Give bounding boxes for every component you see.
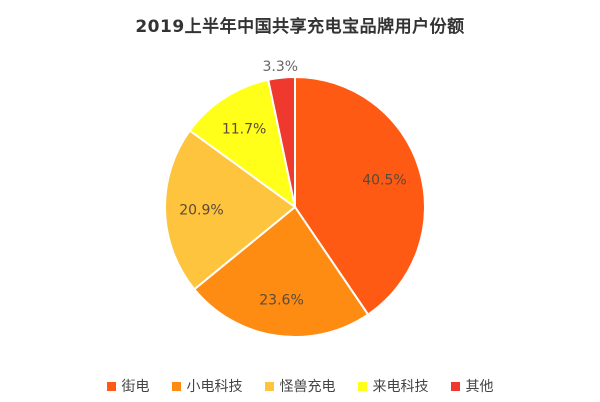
legend-item-guaishou[interactable]: 怪兽充电 xyxy=(264,376,336,396)
legend-label: 来电科技 xyxy=(372,379,429,395)
slice-other[interactable] xyxy=(267,75,296,208)
legend-item-other[interactable]: 其他 xyxy=(450,376,494,396)
pie-labels: 40.5% 23.6% 20.9% 11.7% 3.3% xyxy=(179,59,407,309)
slice-xiaodian[interactable] xyxy=(192,205,370,338)
legend-label: 其他 xyxy=(465,379,494,395)
legend-swatch-icon xyxy=(106,381,116,391)
slice-label: 23.6% xyxy=(259,293,303,309)
legend-label: 街电 xyxy=(121,379,150,395)
slice-label: 40.5% xyxy=(362,172,406,188)
legend-swatch-icon xyxy=(171,381,181,391)
legend-swatch-icon xyxy=(357,381,367,391)
legend-label: 怪兽充电 xyxy=(279,379,336,395)
legend-item-xiaodian[interactable]: 小电科技 xyxy=(171,376,243,396)
slice-label: 20.9% xyxy=(179,203,223,219)
slice-guaishou[interactable] xyxy=(164,129,297,291)
pie-slices xyxy=(164,75,426,338)
legend-swatch-icon xyxy=(450,381,460,391)
legend-item-laidian[interactable]: 来电科技 xyxy=(357,376,429,396)
slice-label: 3.3% xyxy=(263,59,299,75)
slice-jiedian[interactable] xyxy=(294,75,426,316)
legend: 街电 小电科技 怪兽充电 来电科技 其他 xyxy=(0,376,600,396)
legend-item-jiedian[interactable]: 街电 xyxy=(106,376,150,396)
chart-title: 2019上半年中国共享充电宝品牌用户份额 xyxy=(135,17,465,37)
slice-label: 11.7% xyxy=(222,121,266,137)
legend-label: 小电科技 xyxy=(186,379,243,395)
slice-laidian[interactable] xyxy=(188,78,297,210)
legend-swatch-icon xyxy=(264,381,274,391)
